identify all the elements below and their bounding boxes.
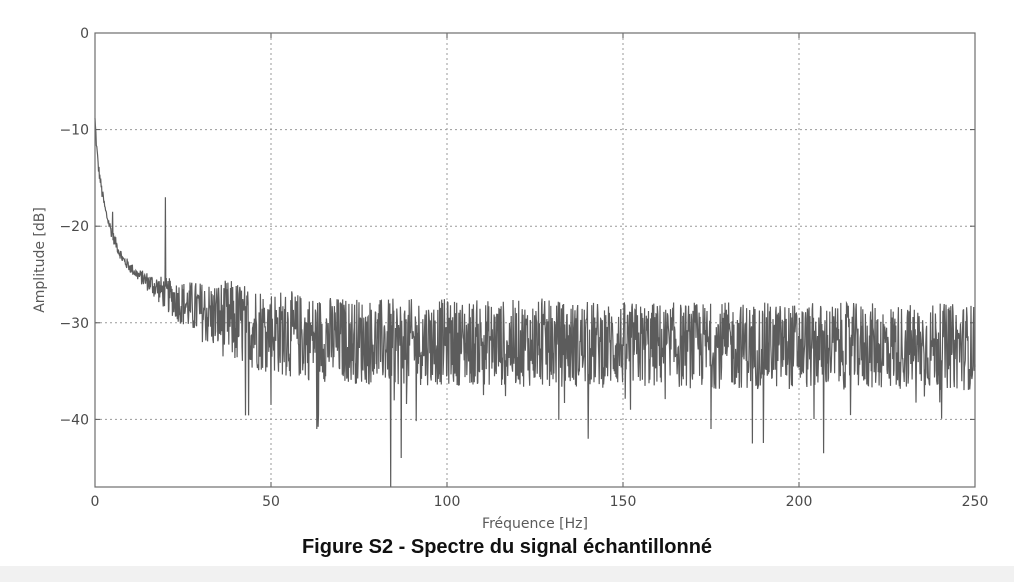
- y-tick-label: 0: [80, 26, 89, 42]
- x-tick-label: 100: [434, 494, 461, 510]
- x-tick-label: 50: [262, 494, 280, 510]
- y-tick-label: −20: [59, 219, 89, 235]
- bottom-strip: [0, 566, 1014, 582]
- y-axis-label: Amplitude [dB]: [32, 207, 48, 313]
- x-axis-label: Fréquence [Hz]: [482, 516, 588, 532]
- x-tick-label: 150: [610, 494, 637, 510]
- x-tick-label: 0: [91, 494, 100, 510]
- x-tick-label: 250: [962, 494, 989, 510]
- spectrum-line: [94, 118, 976, 488]
- y-tick-label: −40: [59, 412, 89, 428]
- tick-labels: 0 50 100 150 200 250 0 −10 −20 −30 −40: [59, 26, 988, 510]
- x-tick-label: 200: [786, 494, 813, 510]
- grid-lines: [95, 33, 975, 487]
- y-tick-label: −10: [59, 123, 89, 139]
- plot-background: [95, 33, 975, 487]
- plot-frame: [94, 32, 976, 488]
- y-tick-label: −30: [59, 316, 89, 332]
- figure-caption: Figure S2 - Spectre du signal échantillo…: [301, 536, 713, 558]
